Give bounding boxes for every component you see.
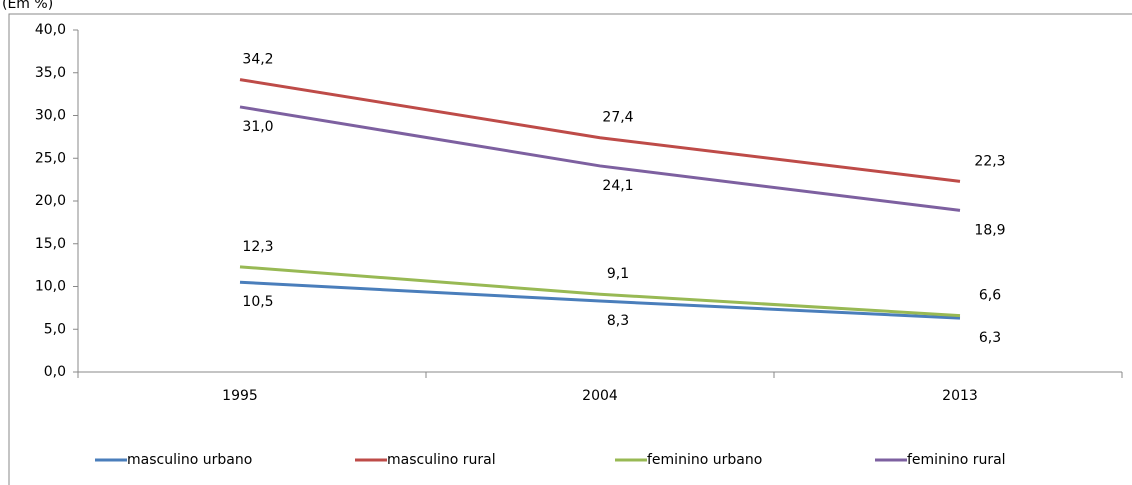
x-tick-label: 2004 bbox=[582, 388, 618, 404]
data-label: 8,3 bbox=[607, 313, 629, 329]
data-label: 24,1 bbox=[602, 178, 633, 194]
series-line bbox=[239, 265, 961, 318]
x-tick-label: 1995 bbox=[222, 388, 258, 404]
data-label: 34,2 bbox=[242, 52, 273, 68]
data-label: 22,3 bbox=[974, 153, 1005, 169]
chart-frame bbox=[8, 13, 1132, 485]
y-tick-label: 15,0 bbox=[35, 236, 66, 252]
series-line bbox=[239, 280, 961, 320]
legend-label: feminino urbano bbox=[647, 452, 762, 468]
y-tick-label: 40,0 bbox=[35, 22, 66, 38]
data-label: 6,3 bbox=[979, 330, 1001, 346]
data-label: 27,4 bbox=[602, 110, 633, 126]
data-label: 31,0 bbox=[242, 119, 273, 135]
y-tick-label: 5,0 bbox=[44, 321, 66, 337]
data-label: 10,5 bbox=[242, 294, 273, 310]
data-label: 12,3 bbox=[242, 239, 273, 255]
series-line bbox=[239, 105, 961, 212]
y-tick-label: 30,0 bbox=[35, 108, 66, 124]
y-tick-label: 35,0 bbox=[35, 65, 66, 81]
series-line bbox=[239, 78, 961, 183]
legend-label: masculino urbano bbox=[127, 452, 252, 468]
legend-label: masculino rural bbox=[387, 452, 496, 468]
data-label: 6,6 bbox=[979, 288, 1001, 304]
y-tick-label: 10,0 bbox=[35, 279, 66, 295]
x-tick-label: 2013 bbox=[942, 388, 978, 404]
y-tick-label: 25,0 bbox=[35, 150, 66, 166]
y-tick-label: 20,0 bbox=[35, 193, 66, 209]
chart-subtitle: (Em %) bbox=[2, 0, 53, 12]
legend-label: feminino rural bbox=[907, 452, 1006, 468]
data-label: 9,1 bbox=[607, 266, 629, 282]
data-label: 18,9 bbox=[974, 222, 1005, 238]
y-tick-label: 0,0 bbox=[44, 364, 66, 380]
